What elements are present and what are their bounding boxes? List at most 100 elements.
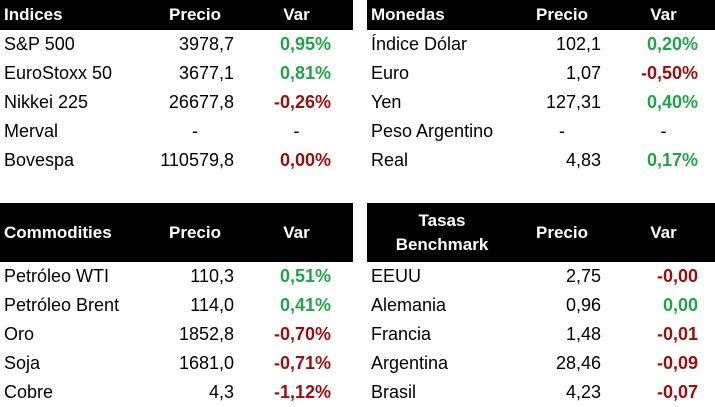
row-name: Bovespa <box>4 150 75 170</box>
row-name: Yen <box>371 92 402 112</box>
tasas-header-line1: Tasas <box>418 210 466 230</box>
tasas-header-price: Precio <box>536 222 588 242</box>
row-price: 114,0 <box>190 295 234 315</box>
monedas-header-var: Var <box>650 5 677 24</box>
row-price: 26677,8 <box>168 92 234 112</box>
table-row: Brasil 4,23 -0,07 <box>367 378 715 407</box>
commodities-header-name: Commodities <box>4 222 112 242</box>
row-name: Índice Dólar <box>371 34 468 54</box>
table-row: Oro 1852,8 -0,70% <box>0 320 353 349</box>
row-var: - <box>293 121 300 141</box>
row-price: 4,23 <box>565 382 601 402</box>
tasas-table: Tasas Benchmark Precio Var EEUU 2,75 -0,00… <box>367 203 715 407</box>
row-name: Soja <box>4 353 41 373</box>
commodities-table: Commodities Precio Var Petróleo WTI 110,3… <box>0 203 353 407</box>
monedas-header: Monedas Precio Var <box>367 0 715 30</box>
commodities-header: Commodities Precio Var <box>0 203 353 262</box>
indices-header-name: Indices <box>4 5 63 24</box>
table-row: Petróleo WTI 110,3 0,51% <box>0 262 353 291</box>
row-var: -0,71% <box>273 353 331 373</box>
row-price: 1,07 <box>565 63 601 83</box>
row-var: -0,50% <box>640 63 698 83</box>
row-name: Petróleo Brent <box>4 295 120 315</box>
row-name: Cobre <box>4 382 54 402</box>
row-var: 0,95% <box>279 34 331 54</box>
row-name: S&P 500 <box>4 34 75 54</box>
indices-table: Indices Precio Var S&P 500 3978,7 0,95% Eur… <box>0 0 353 175</box>
tasas-header: Tasas Benchmark Precio Var <box>367 203 715 262</box>
table-row: Índice Dólar 102,1 0,20% <box>367 30 715 59</box>
table-row: EEUU 2,75 -0,00 <box>367 262 715 291</box>
row-name: Alemania <box>371 295 447 315</box>
row-var: 0,40% <box>646 92 698 112</box>
row-var: -0,26% <box>273 92 331 112</box>
row-var: 0,81% <box>279 63 331 83</box>
table-row: Petróleo Brent 114,0 0,41% <box>0 291 353 320</box>
row-name: Nikkei 225 <box>4 92 89 112</box>
row-var: - <box>660 121 667 141</box>
table-row: S&P 500 3978,7 0,95% <box>0 30 353 59</box>
table-row: Alemania 0,96 0,00 <box>367 291 715 320</box>
tasas-header-line2: Benchmark <box>395 234 489 254</box>
table-row: Nikkei 225 26677,8 -0,26% <box>0 88 353 117</box>
row-price: 1681,0 <box>178 353 234 373</box>
row-name: Brasil <box>371 382 417 402</box>
table-row: Merval - - <box>0 117 353 146</box>
table-row: Yen 127,31 0,40% <box>367 88 715 117</box>
indices-header: Indices Precio Var <box>0 0 353 30</box>
row-var: 0,51% <box>279 266 331 286</box>
row-price: 110,3 <box>190 266 234 286</box>
monedas-header-price: Precio <box>536 5 588 24</box>
row-name: Peso Argentino <box>371 121 494 141</box>
row-var: -0,01 <box>656 324 698 344</box>
row-price: 3677,1 <box>178 63 234 83</box>
row-name: Argentina <box>371 353 449 373</box>
row-price: 4,83 <box>565 150 601 170</box>
row-var: 0,41% <box>279 295 331 315</box>
row-var: -0,00 <box>656 266 698 286</box>
row-price: - <box>559 121 565 141</box>
row-price: 3978,7 <box>178 34 234 54</box>
row-name: Oro <box>4 324 35 344</box>
row-price: 1852,8 <box>178 324 234 344</box>
row-name: EuroStoxx 50 <box>4 63 113 83</box>
row-name: Francia <box>371 324 432 344</box>
row-name: EEUU <box>371 266 422 286</box>
tasas-header-var: Var <box>650 222 677 242</box>
row-var: -0,07 <box>656 382 698 402</box>
row-var: 0,00 <box>662 295 698 315</box>
indices-header-var: Var <box>283 5 310 24</box>
row-var: -0,09 <box>656 353 698 373</box>
row-price: 110579,8 <box>160 150 234 170</box>
row-name: Merval <box>4 121 59 141</box>
table-row: Soja 1681,0 -0,71% <box>0 349 353 378</box>
row-price: 28,46 <box>555 353 601 373</box>
tasas-header-name: Tasas Benchmark <box>367 209 517 257</box>
row-price: 0,96 <box>565 295 601 315</box>
table-row: EuroStoxx 50 3677,1 0,81% <box>0 59 353 88</box>
row-name: Real <box>371 150 409 170</box>
row-var: 0,20% <box>646 34 698 54</box>
table-row: Argentina 28,46 -0,09 <box>367 349 715 378</box>
table-row: Euro 1,07 -0,50% <box>367 59 715 88</box>
row-price: 102,1 <box>555 34 601 54</box>
table-row: Bovespa 110579,8 0,00% <box>0 146 353 175</box>
table-row: Francia 1,48 -0,01 <box>367 320 715 349</box>
indices-header-price: Precio <box>169 5 221 24</box>
row-price: 127,31 <box>545 92 601 112</box>
row-name: Petróleo WTI <box>4 266 110 286</box>
row-var: 0,00% <box>279 150 331 170</box>
monedas-header-name: Monedas <box>371 5 445 24</box>
commodities-header-var: Var <box>283 222 310 242</box>
row-price: - <box>192 121 198 141</box>
row-price: 2,75 <box>565 266 601 286</box>
row-var: -1,12% <box>273 382 331 402</box>
row-price: 1,48 <box>565 324 601 344</box>
table-row: Peso Argentino - - <box>367 117 715 146</box>
row-var: -0,70% <box>273 324 331 344</box>
monedas-table: Monedas Precio Var Índice Dólar 102,1 0,20… <box>367 0 715 175</box>
table-row: Real 4,83 0,17% <box>367 146 715 175</box>
row-var: 0,17% <box>646 150 698 170</box>
commodities-header-price: Precio <box>169 222 221 242</box>
table-row: Cobre 4,3 -1,12% <box>0 378 353 407</box>
